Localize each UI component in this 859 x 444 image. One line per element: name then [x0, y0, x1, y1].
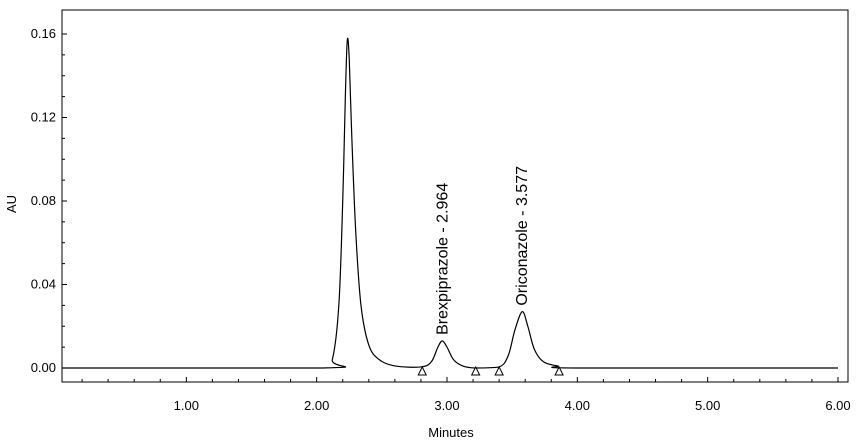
- plot-frame: [61, 9, 849, 383]
- integration-marker-triangle: [470, 365, 481, 376]
- integration-marker-triangle: [417, 365, 428, 376]
- x-tick-label: 2.00: [304, 398, 329, 413]
- integration-marker-triangle: [494, 365, 504, 376]
- peak-label: Oriconazole - 3.577: [514, 166, 531, 306]
- integration-marker-triangle: [554, 365, 564, 376]
- x-tick-label: 6.00: [825, 398, 850, 413]
- y-tick-label: 0.12: [31, 110, 56, 125]
- peak-label: Brexpiprazole - 2.964: [434, 183, 451, 335]
- x-tick-label: 4.00: [565, 398, 590, 413]
- y-tick-label: 0.04: [31, 277, 56, 292]
- y-tick-label: 0.08: [31, 193, 56, 208]
- y-axis-title: AU: [4, 195, 19, 213]
- chromatogram-trace: [62, 37, 838, 369]
- x-tick-label: 1.00: [174, 398, 199, 413]
- x-axis: 1.00 2.00 3.00 4.00 5.00 6.00: [81, 377, 851, 413]
- y-tick-label: 0.16: [31, 26, 56, 41]
- peak-labels: Brexpiprazole - 2.964 Oriconazole - 3.577: [434, 166, 531, 335]
- integration-markers: [417, 365, 564, 376]
- x-tick-label: 3.00: [434, 398, 459, 413]
- x-axis-title: Minutes: [428, 425, 474, 440]
- y-axis: 0.00 0.04 0.08 0.12 0.16: [31, 26, 67, 375]
- x-tick-label: 5.00: [695, 398, 720, 413]
- y-tick-label: 0.00: [31, 360, 56, 375]
